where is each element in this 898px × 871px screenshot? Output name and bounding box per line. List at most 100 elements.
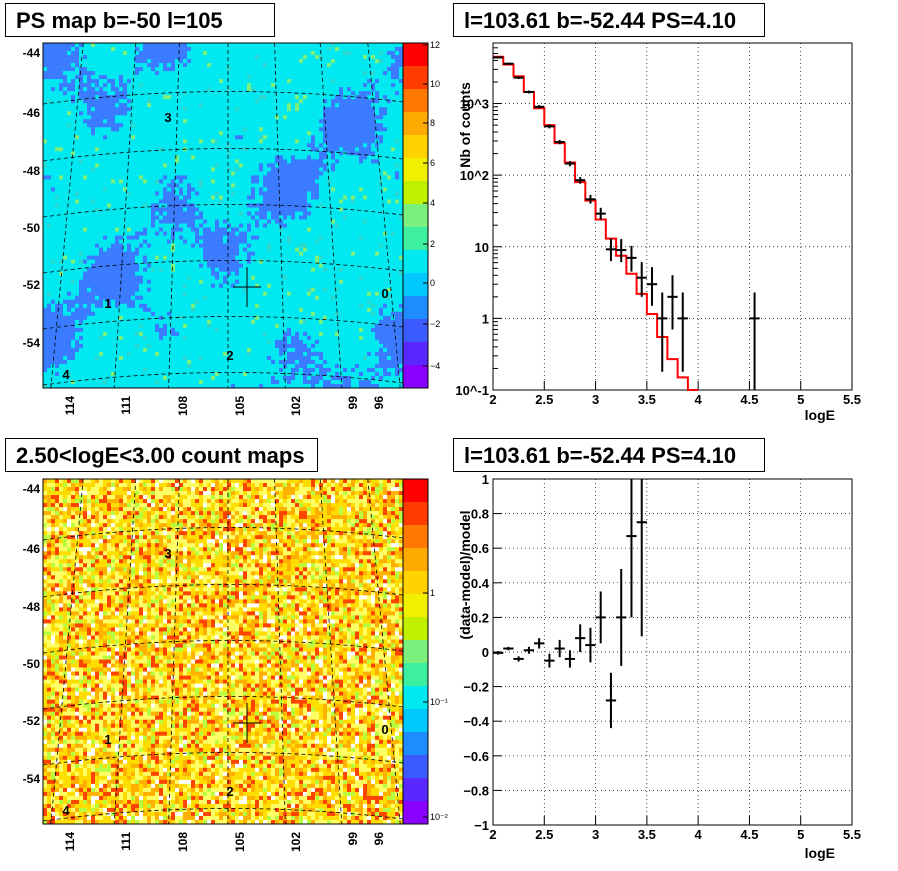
y-tick-label: −1	[474, 818, 489, 833]
colorbar-cell	[403, 732, 428, 756]
y-tick-label: -50	[23, 657, 41, 671]
y-tick-label: 0	[482, 645, 489, 660]
colorbar-tick-label: 2	[430, 239, 435, 249]
colorbar-cell	[403, 135, 428, 159]
longitude-line	[50, 42, 84, 389]
y-tick-label: -46	[23, 106, 41, 120]
colorbar-cell	[403, 204, 428, 228]
x-tick-label: 4	[695, 392, 703, 407]
x-tick-label: 5	[797, 392, 804, 407]
x-tick-label: 4.5	[740, 827, 758, 842]
x-tick-label: 4.5	[740, 392, 758, 407]
y-tick-label: 1	[482, 472, 489, 487]
colorbar-cell	[403, 663, 428, 687]
colorbar-cell	[403, 594, 428, 618]
colorbar-cell	[403, 273, 428, 297]
y-tick-label: -46	[23, 542, 41, 556]
panel2-title: l=103.61 b=-52.44 PS=4.10	[453, 3, 765, 37]
source-label-4: 4	[62, 803, 70, 818]
y-tick-label: 10^3	[460, 97, 489, 112]
x-tick-label: 99	[346, 396, 360, 410]
y-axis-label: (data-model)/model	[457, 510, 473, 639]
y-tick-label: 0.4	[471, 576, 490, 591]
colorbar-tick-label: 1	[430, 588, 435, 598]
x-tick-label: 108	[176, 396, 190, 416]
x-tick-label: 111	[119, 832, 133, 851]
y-tick-label: −0.8	[463, 783, 489, 798]
source-label-0: 0	[381, 286, 388, 301]
colorbar-cell	[403, 296, 428, 320]
colorbar-tick-label: 10	[430, 79, 440, 89]
heatmap-panel-0	[42, 42, 429, 389]
longitude-line	[50, 478, 84, 825]
y-tick-label: 1	[482, 311, 489, 326]
colorbar-tick-label: 12	[430, 40, 440, 50]
colorbar-tick-label: 10⁻²	[430, 812, 448, 822]
x-tick-label: 96	[372, 832, 386, 846]
colorbar-cell	[403, 640, 428, 664]
colorbar-cell	[403, 342, 428, 366]
colorbar-cell	[403, 571, 428, 595]
x-tick-label: 111	[119, 396, 133, 415]
y-tick-label: -54	[23, 336, 41, 350]
x-tick-label: 3	[592, 392, 599, 407]
colorbar-cell	[403, 319, 428, 343]
x-tick-label: 108	[176, 832, 190, 852]
colorbar-tick-label: −2	[430, 319, 440, 329]
colorbar-cell	[403, 755, 428, 779]
y-tick-label: 0.6	[471, 541, 489, 556]
colorbar-cell	[403, 43, 428, 67]
colorbar-cell	[403, 181, 428, 205]
y-tick-label: -52	[23, 278, 41, 292]
longitude-line	[274, 478, 286, 825]
colorbar-cell	[403, 250, 428, 274]
y-tick-label: -48	[23, 600, 41, 614]
heatmap-panel-2	[42, 478, 429, 825]
colorbar-tick-label: 6	[430, 158, 435, 168]
x-tick-label: 2.5	[535, 827, 553, 842]
colorbar-cell	[403, 158, 428, 182]
source-label-2: 2	[226, 784, 233, 799]
colorbar-tick-label: −4	[430, 361, 440, 371]
source-label-0: 0	[381, 722, 388, 737]
y-tick-label: -44	[23, 482, 41, 496]
colorbar-cell	[403, 617, 428, 641]
y-tick-label: −0.6	[463, 749, 489, 764]
x-tick-label: 114	[63, 832, 77, 852]
colorbar-tick-label: 0	[430, 278, 435, 288]
y-axis-label: Nb of counts	[457, 82, 473, 168]
x-tick-label: 105	[233, 832, 247, 852]
x-tick-label: 5	[797, 827, 804, 842]
x-tick-label: 102	[289, 832, 303, 852]
y-tick-label: -50	[23, 221, 41, 235]
colorbar-frame	[402, 42, 429, 389]
x-axis-label: logE	[805, 407, 835, 423]
source-label-2: 2	[226, 348, 233, 363]
longitude-line	[367, 42, 401, 389]
y-tick-label: 10	[475, 240, 489, 255]
x-tick-label: 3.5	[638, 827, 656, 842]
x-axis-label: logE	[805, 845, 835, 861]
colorbar-cell	[403, 709, 428, 733]
colorbar-tick-label: 4	[430, 198, 435, 208]
longitude-line	[319, 42, 343, 389]
y-tick-label: -44	[23, 46, 41, 60]
colorbar-cell	[403, 502, 428, 526]
longitude-line	[367, 478, 401, 825]
colorbar-cell	[403, 89, 428, 113]
x-tick-label: 2	[489, 392, 496, 407]
colorbar-cell	[403, 801, 428, 825]
longitude-line	[113, 42, 137, 389]
colorbar-frame	[402, 478, 429, 825]
x-tick-label: 2.5	[535, 392, 553, 407]
y-tick-label: −0.2	[463, 680, 489, 695]
x-tick-label: 114	[63, 396, 77, 416]
colorbar-cell	[403, 686, 428, 710]
colorbar-cell	[403, 112, 428, 136]
spectrum-frame	[492, 42, 853, 391]
x-tick-label: 2	[489, 827, 496, 842]
panel4-title: l=103.61 b=-52.44 PS=4.10	[453, 438, 765, 472]
y-tick-label: 0.8	[471, 507, 489, 522]
x-tick-label: 3	[592, 827, 599, 842]
panel3-title: 2.50<logE<3.00 count maps	[5, 438, 318, 472]
